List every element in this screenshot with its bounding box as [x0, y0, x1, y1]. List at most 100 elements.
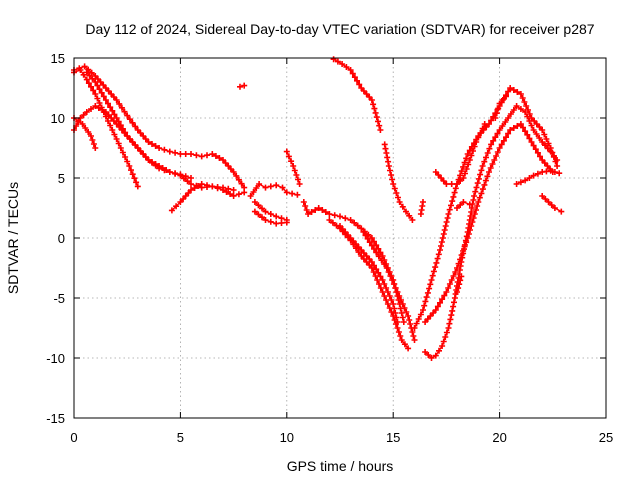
- data-point: [262, 208, 269, 215]
- data-point: [520, 124, 526, 131]
- data-point: [391, 185, 398, 192]
- data-point: [385, 163, 392, 169]
- data-point: [479, 163, 486, 169]
- data-point: [273, 182, 280, 189]
- data-point: [468, 152, 475, 159]
- data-point: [409, 217, 416, 223]
- data-point: [522, 128, 529, 135]
- data-point: [505, 115, 512, 121]
- data-point: [334, 58, 341, 65]
- data-point: [193, 152, 200, 159]
- data-point: [172, 170, 179, 177]
- data-point: [475, 134, 482, 141]
- data-point: [411, 325, 418, 331]
- data-point: [83, 76, 90, 83]
- series-track-1: [71, 63, 248, 191]
- data-point: [499, 97, 506, 103]
- data-point: [428, 277, 435, 283]
- axis-ticks: 0 5 10 15 20 25 -15 -10 -5 0 5 10 15: [46, 51, 613, 445]
- data-point: [159, 165, 166, 171]
- data-point: [430, 268, 437, 275]
- data-point: [329, 219, 336, 226]
- data-point: [403, 309, 410, 315]
- data-point: [388, 172, 395, 178]
- data-point: [293, 172, 300, 178]
- data-point: [337, 213, 343, 220]
- data-point: [461, 243, 468, 250]
- data-point: [161, 146, 168, 153]
- data-point: [295, 176, 301, 183]
- data-point: [395, 329, 402, 335]
- data-point: [451, 299, 457, 306]
- data-point: [152, 143, 159, 149]
- data-point: [89, 137, 96, 143]
- data-point: [406, 212, 413, 219]
- data-point: [448, 181, 455, 187]
- data-point: [375, 269, 382, 276]
- data-point: [113, 136, 120, 142]
- x-tick-label: 0: [70, 430, 77, 445]
- data-point: [267, 183, 274, 190]
- data-point: [406, 317, 413, 323]
- data-point: [394, 289, 401, 295]
- data-point: [235, 191, 242, 198]
- data-point: [458, 252, 465, 259]
- data-point: [519, 95, 526, 101]
- data-point: [371, 262, 377, 269]
- data-point: [471, 193, 478, 199]
- data-point: [238, 180, 245, 187]
- data-point: [483, 154, 489, 161]
- data-point: [449, 307, 456, 314]
- data-point: [230, 193, 237, 199]
- data-point: [481, 181, 488, 188]
- data-point: [457, 172, 464, 179]
- data-point: [255, 202, 262, 209]
- data-point: [389, 176, 396, 183]
- data-point: [124, 112, 131, 119]
- data-point: [526, 175, 533, 181]
- data-point: [383, 150, 390, 156]
- data-point: [302, 203, 309, 209]
- data-point: [477, 171, 484, 178]
- data-point: [482, 177, 489, 184]
- x-axis-label: GPS time / hours: [287, 458, 394, 474]
- data-point: [204, 152, 210, 159]
- data-point: [548, 202, 555, 208]
- data-point: [273, 213, 280, 220]
- data-point: [537, 153, 543, 160]
- data-point: [322, 209, 329, 215]
- y-tick-label: -15: [46, 411, 65, 426]
- data-point: [460, 247, 467, 254]
- data-point: [451, 189, 458, 196]
- x-tick-label: 5: [177, 430, 184, 445]
- data-point: [539, 139, 546, 145]
- data-point: [409, 329, 416, 335]
- data-point: [479, 186, 486, 193]
- data-point: [204, 182, 210, 189]
- data-point: [517, 121, 524, 127]
- data-point: [115, 140, 122, 147]
- data-point: [182, 173, 189, 180]
- data-point: [481, 121, 488, 127]
- data-point: [479, 125, 486, 132]
- data-point: [473, 207, 479, 213]
- data-point: [109, 107, 116, 114]
- data-point: [478, 190, 485, 197]
- data-point: [471, 211, 478, 217]
- data-point: [279, 184, 286, 191]
- data-point: [424, 289, 431, 296]
- data-point: [145, 157, 152, 163]
- data-point: [434, 303, 441, 310]
- data-point: [273, 220, 280, 227]
- data-point: [541, 131, 548, 138]
- data-point: [126, 116, 133, 123]
- data-point: [460, 175, 467, 181]
- data-point: [98, 89, 105, 96]
- data-point: [445, 285, 452, 291]
- data-point: [463, 155, 470, 162]
- data-point: [173, 203, 180, 210]
- data-point: [426, 285, 433, 292]
- data-point: [507, 85, 514, 91]
- y-tick-label: -5: [53, 291, 65, 306]
- data-point: [446, 281, 453, 287]
